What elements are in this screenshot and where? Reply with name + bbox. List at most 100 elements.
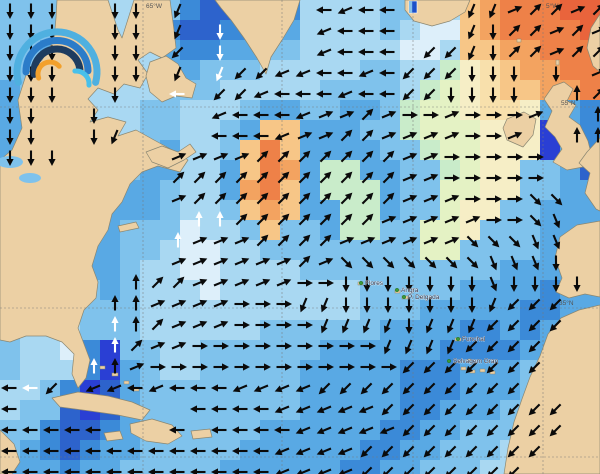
swell-arrow xyxy=(277,192,290,205)
swell-arrow xyxy=(340,213,353,226)
swell-arrow xyxy=(276,321,292,329)
swell-arrow xyxy=(486,340,499,353)
wave-height-cell xyxy=(280,360,300,380)
wave-height-cell xyxy=(560,60,580,80)
island xyxy=(479,368,486,373)
swell-arrow xyxy=(6,150,14,166)
place-label[interactable]: P. Delgada xyxy=(408,294,440,302)
wave-height-cell xyxy=(360,240,380,260)
swell-arrow xyxy=(381,236,397,245)
place-label[interactable]: Flores xyxy=(365,280,384,288)
swell-arrow xyxy=(426,297,434,313)
swell-arrow xyxy=(423,194,439,203)
swell-arrow xyxy=(508,24,521,37)
swell-arrow xyxy=(277,150,290,163)
swell-arrow xyxy=(232,426,248,434)
swell-arrow xyxy=(360,363,376,371)
wave-height-cell xyxy=(360,420,380,440)
swell-arrow xyxy=(298,213,311,226)
swell-arrow xyxy=(444,361,457,374)
swell-arrow xyxy=(48,150,56,166)
swell-arrow xyxy=(571,45,584,58)
swell-arrow xyxy=(384,297,392,313)
wave-height-cell xyxy=(440,460,460,474)
swell-arrow xyxy=(339,382,352,395)
swell-arrow xyxy=(402,111,418,119)
swell-arrow xyxy=(22,426,38,434)
wave-height-cell xyxy=(220,60,240,80)
wave-height-cell xyxy=(320,200,340,220)
wave-height-cell xyxy=(140,200,160,220)
landmass xyxy=(103,430,124,442)
swell-arrow xyxy=(340,256,353,269)
swell-arrow xyxy=(130,339,143,352)
swell-arrow xyxy=(382,171,395,184)
swell-arrow xyxy=(468,297,476,313)
swell-arrow xyxy=(423,46,436,59)
place-marker[interactable] xyxy=(402,295,407,300)
place-marker[interactable] xyxy=(395,288,400,293)
swell-arrow xyxy=(6,129,14,145)
wave-height-cell xyxy=(260,320,280,340)
swell-arrow xyxy=(171,363,187,371)
place-label[interactable]: Funchal xyxy=(462,336,486,344)
wave-height-cell xyxy=(80,460,100,474)
wave-height-cell xyxy=(300,400,320,420)
wave-height-cell xyxy=(240,420,260,440)
swell-arrow xyxy=(297,342,313,350)
swell-arrow-white xyxy=(111,337,119,353)
wave-height-cell xyxy=(520,200,540,220)
wave-height-cell xyxy=(100,280,120,300)
wave-height-cell xyxy=(460,80,480,100)
swell-arrow xyxy=(337,468,353,474)
swell-arrow xyxy=(591,68,600,77)
swell-arrow xyxy=(45,382,58,395)
wave-height-cell xyxy=(200,240,220,260)
wave-height-cell xyxy=(480,200,500,220)
swell-arrow xyxy=(549,298,562,311)
place-marker[interactable] xyxy=(447,359,452,364)
swell-arrow xyxy=(510,87,518,103)
wave-height-cell xyxy=(520,260,540,280)
wave-height-cell xyxy=(520,40,540,60)
swell-arrow xyxy=(255,321,271,329)
swell-arrow xyxy=(169,468,185,474)
wave-height-cell xyxy=(360,140,380,160)
swell-arrow xyxy=(1,426,17,434)
swell-arrow xyxy=(111,295,119,311)
wave-height-cell xyxy=(580,100,600,120)
swell-arrow xyxy=(528,298,541,311)
wave-height-cell xyxy=(180,260,200,280)
swell-arrow xyxy=(253,90,269,99)
wave-height-cell xyxy=(380,400,400,420)
swell-arrow xyxy=(192,342,208,350)
swell-arrow xyxy=(190,405,206,413)
swell-arrow xyxy=(6,45,14,61)
swell-arrow xyxy=(444,424,457,437)
swell-arrow xyxy=(446,339,455,355)
swell-arrow xyxy=(382,192,395,205)
wave-height-cell xyxy=(280,320,300,340)
wave-height-cell xyxy=(420,200,440,220)
wave-height-cell xyxy=(500,160,520,180)
swell-arrow xyxy=(214,171,227,184)
place-marker[interactable] xyxy=(359,281,364,286)
wave-height-cell xyxy=(340,140,360,160)
wave-height-cell xyxy=(260,220,280,240)
swell-arrow xyxy=(1,384,17,392)
swell-arrow xyxy=(510,276,518,292)
wave-height-cell xyxy=(200,360,220,380)
wave-height-cell xyxy=(460,220,480,240)
wave-height-cell xyxy=(280,440,300,460)
place-label[interactable]: Selvagem Gran xyxy=(453,358,499,366)
wave-height-cell xyxy=(380,200,400,220)
wave-height-cell xyxy=(440,160,460,180)
swell-arrow xyxy=(48,87,56,103)
place-label[interactable]: Angra xyxy=(401,287,419,295)
swell-arrow xyxy=(552,234,561,250)
swell-arrow xyxy=(486,466,499,474)
wave-height-cell xyxy=(360,80,380,100)
place-marker[interactable] xyxy=(456,337,461,342)
